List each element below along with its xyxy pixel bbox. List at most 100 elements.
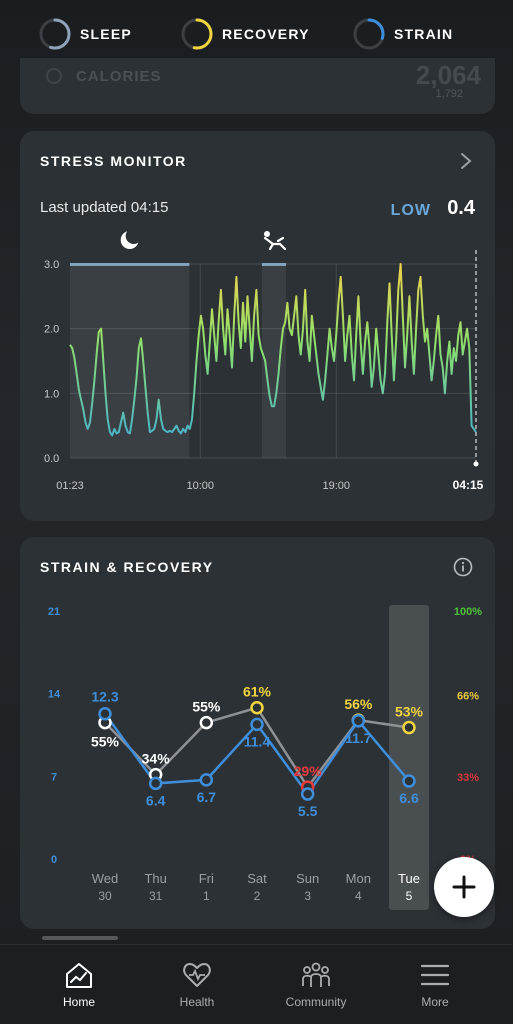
flame-icon: [46, 68, 62, 84]
recovery-value-label: 61%: [243, 684, 272, 700]
nav-home[interactable]: Home: [29, 959, 129, 1009]
stress-y-tick: 2.0: [44, 324, 59, 336]
stress-x-tick: 19:00: [322, 480, 350, 492]
recovery-point: [250, 700, 264, 715]
strain-value-label: 6.4: [146, 792, 166, 808]
hamburger-menu-icon: [420, 964, 450, 986]
date-label: 30: [98, 889, 112, 903]
recovery-ring-icon: [181, 18, 213, 50]
strain-value-label: 5.5: [298, 803, 318, 819]
top-tabs: SLEEP RECOVERY STRAIN: [0, 0, 513, 70]
calories-card[interactable]: CALORIES 2,064 1,792: [20, 58, 495, 114]
strain-point: [351, 714, 366, 728]
strain-value-label: 11.7: [345, 730, 372, 746]
stress-line: [69, 263, 477, 437]
strain-ring-icon: [353, 18, 385, 50]
strain-axis-tick: 21: [48, 606, 60, 618]
recovery-value-label: 55%: [91, 734, 120, 750]
meditation-icon: [263, 231, 287, 251]
nav-health-label: Health: [179, 995, 215, 1009]
recovery-value-label: 29%: [294, 763, 323, 779]
tab-recovery-label: RECOVERY: [222, 26, 310, 42]
info-icon[interactable]: [453, 557, 473, 577]
heart-pulse-icon: [183, 963, 211, 987]
date-label: 4: [355, 889, 362, 903]
day-label: Fri: [199, 871, 214, 886]
strain-recovery-card[interactable]: 211470100%66%33%0%Wed30Thu31Fri1Sat2Sun3…: [20, 537, 495, 929]
tab-strain[interactable]: STRAIN: [352, 16, 453, 52]
stress-y-tick: 1.0: [44, 388, 59, 400]
day-label: Tue: [398, 871, 420, 886]
strain-point: [199, 773, 214, 787]
sleep-ring-icon: [39, 18, 71, 50]
stress-y-tick: 0.0: [44, 453, 59, 465]
sheet-handle[interactable]: [42, 936, 118, 940]
ring-progress: [39, 18, 71, 50]
day-label: Mon: [346, 871, 371, 886]
rest-band-top: [261, 263, 287, 266]
recovery-axis-tick: 100%: [454, 606, 482, 618]
bottom-nav: Home Health Community More: [0, 944, 513, 1024]
recovery-value-label: 56%: [344, 696, 373, 712]
now-marker-dot: [473, 461, 479, 467]
stress-level-label: LOW: [390, 202, 431, 219]
day-label: Wed: [92, 871, 119, 886]
home-chart-icon: [66, 963, 92, 988]
strain-axis-tick: 7: [51, 771, 57, 783]
stress-title: STRESS MONITOR: [40, 153, 187, 169]
moon-icon: [120, 228, 142, 249]
strain-axis-tick: 0: [51, 854, 57, 866]
stress-x-tick: 10:00: [186, 480, 214, 492]
tab-strain-label: STRAIN: [394, 26, 454, 42]
nav-community[interactable]: Community: [266, 959, 366, 1009]
recovery-axis-tick: 33%: [457, 772, 479, 784]
strain-recovery-title: STRAIN & RECOVERY: [40, 559, 214, 575]
strain-point: [250, 717, 264, 732]
date-label: 5: [406, 889, 413, 903]
chevron-right-icon[interactable]: [459, 151, 473, 171]
date-label: 31: [149, 889, 163, 903]
tab-recovery[interactable]: RECOVERY: [180, 16, 310, 52]
stress-x-tick: 04:15: [453, 478, 484, 492]
tab-sleep[interactable]: SLEEP: [38, 16, 132, 52]
strain-value-label: 11.4: [244, 733, 271, 749]
stress-monitor-card[interactable]: STRESS MONITOR Last updated 04:15 LOW 0.…: [20, 131, 495, 521]
recovery-value-label: 55%: [192, 699, 221, 715]
nav-more[interactable]: More: [385, 959, 485, 1009]
calories-sub-value: 1,792: [435, 88, 463, 100]
add-activity-button[interactable]: [434, 857, 494, 917]
nav-health[interactable]: Health: [147, 959, 247, 1009]
calories-value: 2,064: [415, 60, 481, 90]
day-label: Thu: [144, 871, 166, 886]
tab-sleep-label: SLEEP: [80, 26, 132, 42]
ring-progress: [181, 18, 213, 50]
nav-home-label: Home: [62, 995, 95, 1009]
ring-progress: [353, 18, 385, 50]
nav-more-label: More: [421, 995, 449, 1009]
nav-community-label: Community: [285, 995, 347, 1009]
stress-chart: 3.0 2.0 1.0 0.0 01:23 10:00 19:00 04:15: [44, 228, 484, 492]
strain-recovery-chart: 211470100%66%33%0%Wed30Thu31Fri1Sat2Sun3…: [48, 605, 482, 910]
stress-y-tick: 3.0: [44, 259, 59, 271]
strain-value-label: 6.6: [399, 790, 419, 806]
plus-icon: [452, 875, 476, 899]
recovery-point: [402, 720, 416, 735]
sleep-band-top: [70, 263, 190, 266]
strain-axis-tick: 14: [48, 689, 61, 701]
last-updated-text: Last updated 04:15: [40, 199, 169, 216]
recovery-point: [199, 715, 214, 730]
recovery-value-label: 53%: [395, 704, 424, 720]
date-label: 1: [203, 889, 210, 903]
strain-point: [300, 787, 315, 801]
recovery-axis-tick: 66%: [457, 690, 479, 702]
stress-level-value: 0.4: [447, 197, 475, 219]
strain-point: [98, 706, 112, 721]
strain-value-label: 6.7: [197, 789, 217, 805]
recovery-value-label: 34%: [142, 751, 171, 767]
strain-point: [148, 776, 163, 791]
day-label: Sat: [247, 871, 267, 886]
strain-value-label: 12.3: [91, 689, 118, 705]
day-label: Sun: [296, 871, 319, 886]
people-icon: [302, 962, 330, 987]
selected-day-highlight: [389, 605, 429, 910]
